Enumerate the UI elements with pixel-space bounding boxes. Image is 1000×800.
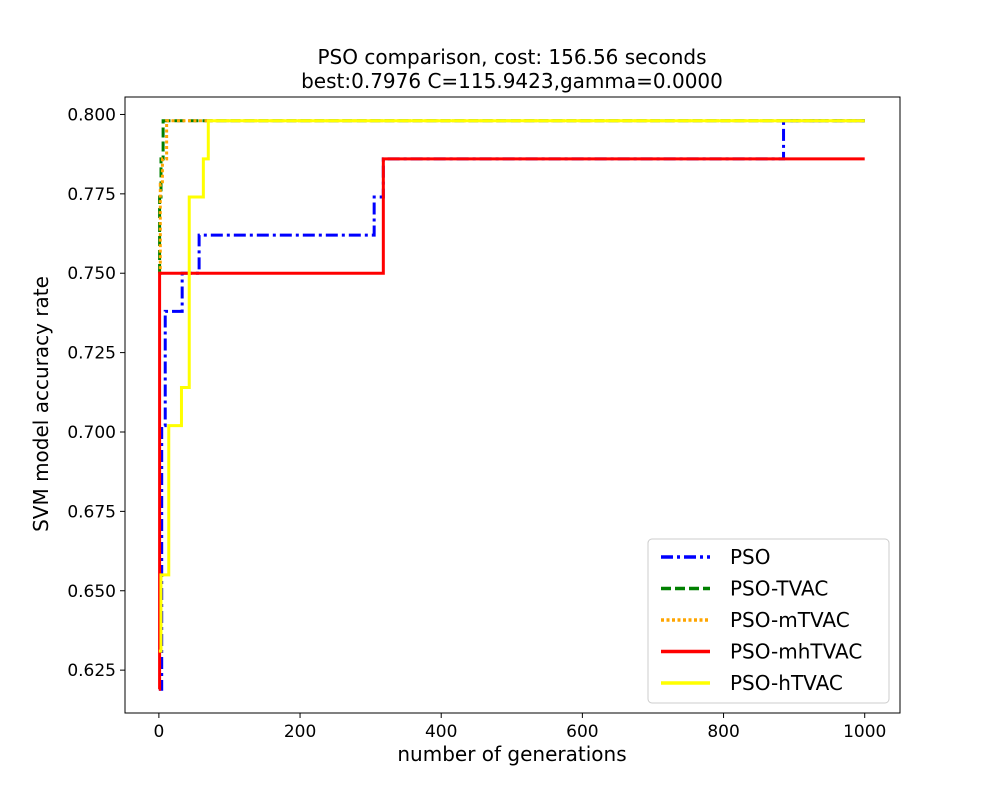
x-axis-label: number of generations — [397, 742, 626, 766]
legend-label-pso: PSO — [730, 545, 771, 569]
series-line-pso-mhtvac — [158, 157, 865, 691]
legend-label-pso-tvac: PSO-TVAC — [730, 577, 828, 601]
legend: PSO PSO-TVAC PSO-mTVAC PSO-mhTVAC PSO-hTVAC — [647, 538, 890, 704]
legend-box — [647, 538, 890, 704]
y-tick-label: 0.675 — [67, 502, 116, 522]
series-line-pso-htvac — [158, 119, 865, 653]
x-tick-label: 400 — [425, 722, 457, 742]
y-tick-label: 0.650 — [67, 582, 116, 602]
ticks-layer: 0 200 400 600 800 1000 0.625 0.650 0.675 0.700 0.7… — [67, 105, 886, 742]
x-tick-label: 800 — [707, 722, 739, 742]
plot-frame — [124, 96, 901, 714]
chart-title-line-2: best:0.7976 C=115.9423,gamma=0.0000 — [301, 69, 723, 93]
y-axis-label: SVM model accuracy rate — [29, 276, 53, 532]
legend-label-pso-mtvac: PSO-mTVAC — [730, 608, 850, 632]
series-line-pso-mtvac — [158, 119, 865, 275]
y-tick-label: 0.800 — [67, 105, 116, 125]
y-tick-label: 0.625 — [67, 661, 116, 681]
y-tick-label: 0.750 — [67, 264, 116, 284]
y-tick-label: 0.775 — [67, 185, 116, 205]
series-layer — [158, 119, 865, 691]
x-tick-label: 0 — [153, 722, 164, 742]
y-tick-label: 0.700 — [67, 423, 116, 443]
x-tick-label: 200 — [284, 722, 316, 742]
legend-label-pso-mhtvac: PSO-mhTVAC — [730, 640, 862, 664]
x-tick-label: 600 — [566, 722, 598, 742]
y-tick-label: 0.725 — [67, 344, 116, 364]
series-line-pso-tvac — [158, 119, 865, 275]
legend-label-pso-htvac: PSO-hTVAC — [730, 671, 843, 695]
x-tick-label: 1000 — [843, 722, 886, 742]
chart-title-line-1: PSO comparison, cost: 156.56 seconds — [317, 45, 706, 69]
